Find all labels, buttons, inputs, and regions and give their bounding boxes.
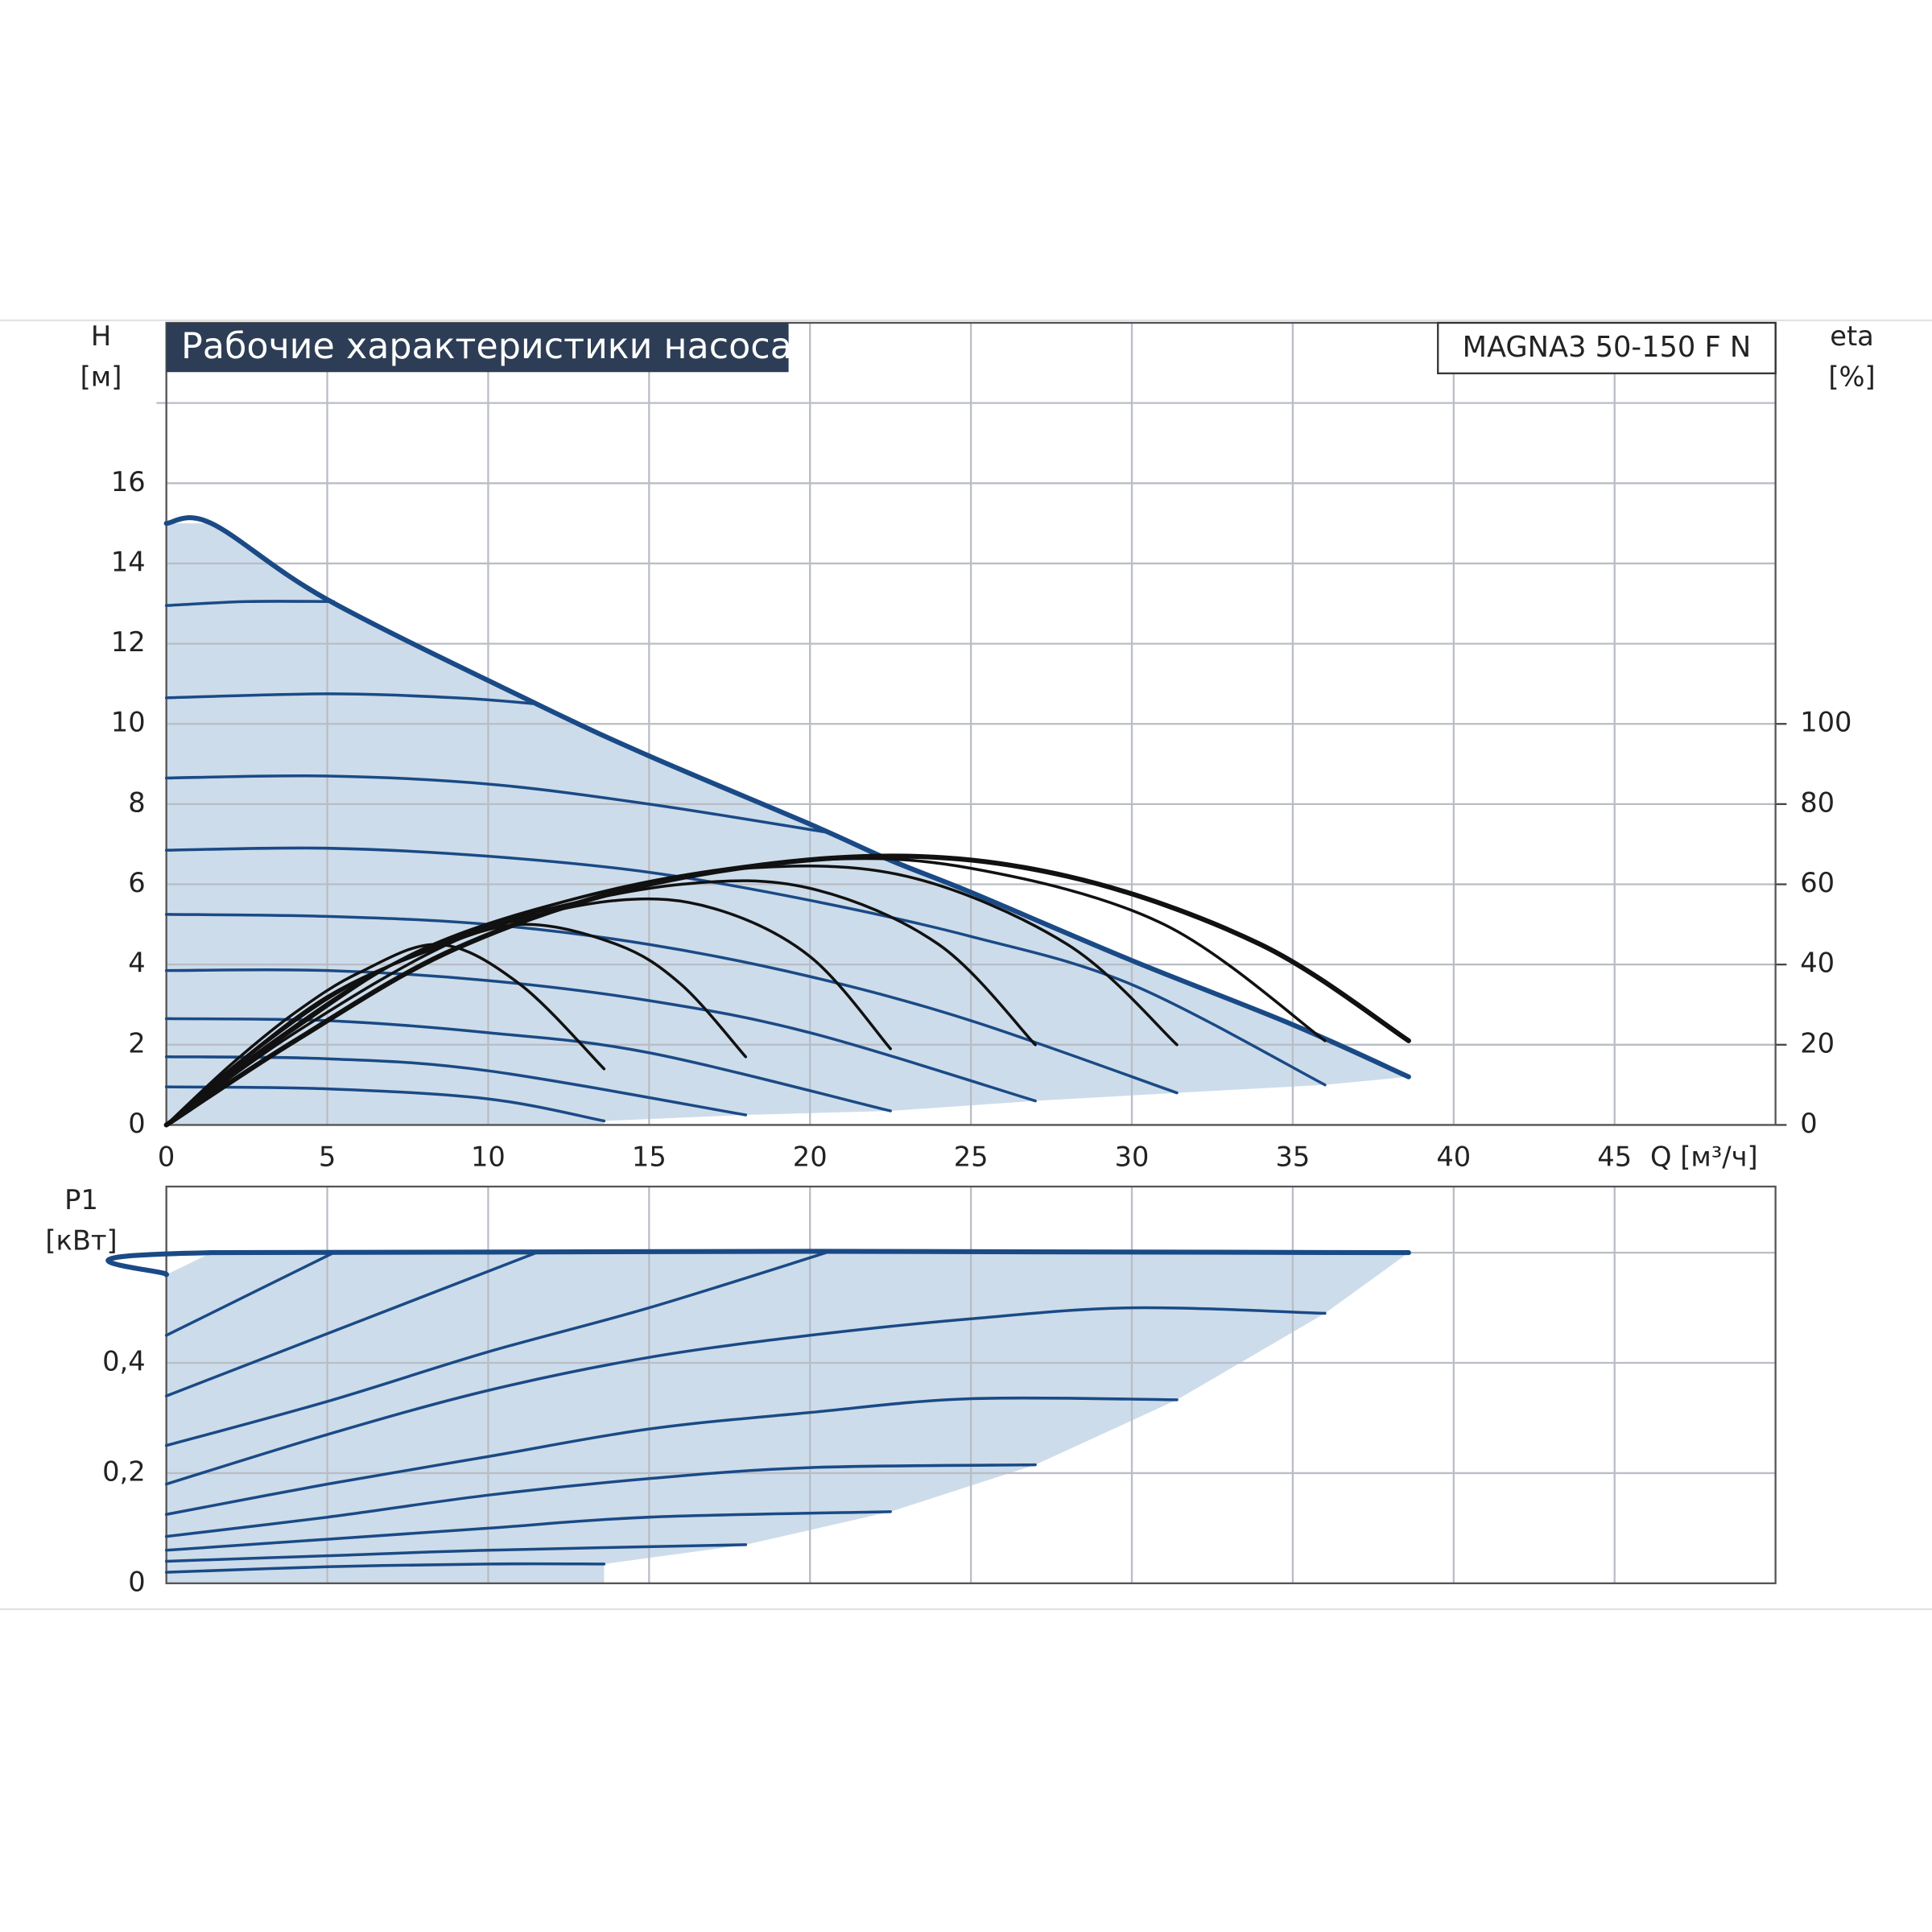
- curve: [164, 600, 336, 608]
- y-tick-label: 6: [128, 867, 145, 898]
- y-tick-label: 10: [111, 707, 146, 738]
- curve: [164, 1251, 336, 1337]
- x-tick-label: 15: [632, 1141, 667, 1172]
- curve: [164, 846, 1327, 1087]
- curve: [164, 1562, 606, 1574]
- curve: [164, 1396, 1179, 1517]
- curve: [164, 1543, 748, 1563]
- plot-frame: [165, 1185, 1777, 1584]
- y2-axis-label: eta: [1830, 320, 1874, 352]
- operating-area: [166, 1253, 1409, 1583]
- curve: [163, 515, 1411, 1080]
- chart-title: Рабочие характеристики насоса: [181, 326, 792, 367]
- plot-frame: [165, 321, 1777, 1126]
- curve: [164, 913, 1179, 1095]
- x-tick-label: 45: [1597, 1141, 1632, 1172]
- x-tick-label: 20: [793, 1141, 828, 1172]
- y2-tick-label: 20: [1800, 1027, 1835, 1059]
- y2-tick-label: 100: [1800, 707, 1852, 738]
- curve: [164, 1017, 892, 1113]
- y-tick-label: 0: [128, 1108, 145, 1139]
- y-tick-label: 0,4: [102, 1346, 146, 1377]
- y-tick-label: 8: [128, 786, 145, 818]
- title-box: [166, 323, 789, 373]
- curve: [164, 1251, 539, 1397]
- y-tick-label: 0,2: [102, 1455, 146, 1487]
- curve: [164, 1306, 1327, 1486]
- y-axis-label: H: [91, 320, 111, 352]
- x-tick-label: 25: [954, 1141, 989, 1172]
- curve: [164, 692, 539, 706]
- y-axis-label: [м]: [80, 361, 122, 392]
- y-tick-label: 4: [128, 947, 145, 979]
- y-tick-label: 14: [111, 546, 146, 577]
- x-tick-label: 30: [1115, 1141, 1150, 1172]
- curve: [164, 774, 828, 834]
- x-tick-label: 35: [1276, 1141, 1311, 1172]
- y-tick-label: 16: [111, 466, 146, 497]
- x-axis-label: Q [м³/ч]: [1650, 1141, 1758, 1172]
- y2-tick-label: 0: [1800, 1108, 1817, 1139]
- curve: [164, 1251, 828, 1447]
- y-tick-label: 0: [128, 1566, 145, 1597]
- efficiency-curve: [163, 853, 1411, 1128]
- x-tick-label: 5: [319, 1141, 336, 1172]
- y2-axis-label: [%]: [1828, 361, 1875, 392]
- curve: [164, 968, 1037, 1103]
- curve: [105, 1249, 1411, 1278]
- y-tick-label: 2: [128, 1027, 145, 1059]
- x-tick-label: 40: [1436, 1141, 1471, 1172]
- y2-tick-label: 40: [1800, 947, 1835, 979]
- y-tick-label: 12: [111, 626, 146, 658]
- efficiency-curve: [164, 943, 606, 1127]
- operating-area: [166, 523, 1409, 1125]
- y2-tick-label: 60: [1800, 867, 1835, 898]
- x-tick-label: 0: [158, 1141, 175, 1172]
- curve: [164, 1463, 1037, 1538]
- model-box: [1437, 321, 1777, 374]
- curve: [164, 1085, 606, 1123]
- y2-tick-label: 80: [1800, 786, 1835, 818]
- y-axis-label: [кВт]: [45, 1224, 117, 1256]
- model-label: MAGNA3 50-150 F N: [1463, 331, 1752, 364]
- x-tick-label: 10: [471, 1141, 506, 1172]
- y-axis-label: P1: [64, 1184, 98, 1216]
- curve: [164, 1510, 892, 1552]
